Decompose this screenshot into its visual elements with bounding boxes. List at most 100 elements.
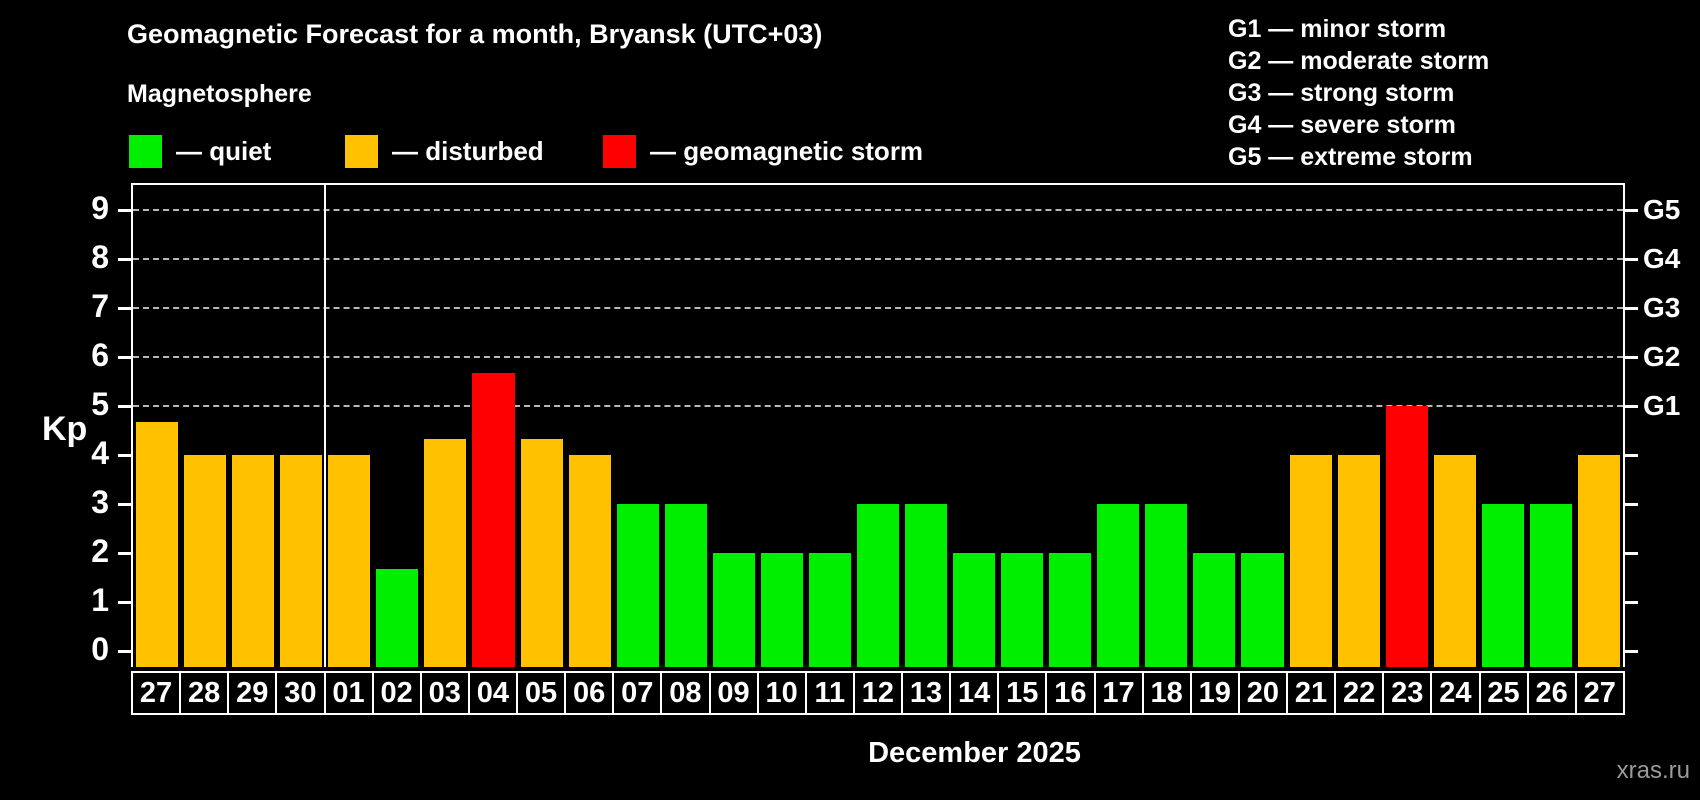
y-tick-right bbox=[1625, 209, 1638, 212]
kp-bar bbox=[808, 553, 851, 667]
y-tick-label: 8 bbox=[91, 239, 109, 276]
chart-subtitle: Magnetosphere bbox=[127, 80, 312, 108]
storm-scale-legend: G1 — minor storm G2 — moderate storm G3 … bbox=[1228, 13, 1489, 173]
day-label-cell: 11 bbox=[804, 671, 855, 715]
kp-bar bbox=[856, 504, 900, 667]
kp-bar bbox=[376, 569, 419, 667]
day-label-cell: 28 bbox=[179, 671, 230, 715]
storm-scale-g5: G5 — extreme storm bbox=[1228, 143, 1473, 171]
g-scale-label-g2: G2 bbox=[1643, 341, 1681, 372]
day-label-cell: 02 bbox=[371, 671, 422, 715]
kp-bar bbox=[1001, 553, 1044, 667]
day-label-cell: 03 bbox=[419, 671, 470, 715]
day-label-cell: 21 bbox=[1286, 671, 1337, 715]
kp-bar bbox=[568, 455, 611, 667]
kp-bar bbox=[1337, 455, 1380, 667]
y-tick-left bbox=[118, 307, 131, 310]
month-separator bbox=[324, 185, 327, 667]
day-label-cell: 18 bbox=[1141, 671, 1192, 715]
gridline-kp5 bbox=[133, 405, 1623, 407]
y-tick-right bbox=[1625, 650, 1638, 653]
y-tick-left bbox=[118, 454, 131, 457]
y-tick-right bbox=[1625, 503, 1638, 506]
day-label-cell: 25 bbox=[1478, 671, 1529, 715]
kp-bar bbox=[1145, 504, 1188, 667]
legend-label-disturbed: — disturbed bbox=[392, 135, 544, 166]
kp-bar bbox=[1289, 455, 1332, 667]
day-label-cell: 20 bbox=[1237, 671, 1288, 715]
y-tick-right bbox=[1625, 356, 1638, 359]
plot-area: 0 1 2 3 4 5 6 7 8 9 G1 G2 G3 G4 G5 bbox=[91, 183, 1680, 667]
kp-bar bbox=[1577, 455, 1620, 667]
gridline-kp7 bbox=[133, 307, 1623, 309]
g-scale-label-g3: G3 bbox=[1643, 292, 1681, 323]
y-tick-label: 3 bbox=[91, 484, 109, 521]
day-label-cell: 16 bbox=[1045, 671, 1096, 715]
day-label-cell: 08 bbox=[660, 671, 711, 715]
y-tick-label: 7 bbox=[91, 288, 109, 325]
legend-item-disturbed: — disturbed bbox=[345, 134, 544, 168]
legend-label-quiet: — quiet bbox=[176, 135, 272, 166]
kp-bar bbox=[424, 438, 467, 667]
y-tick-label: 6 bbox=[91, 337, 109, 374]
gridline-kp6 bbox=[133, 356, 1623, 358]
day-label-cell: 01 bbox=[323, 671, 374, 715]
watermark: xras.ru bbox=[1616, 757, 1690, 784]
day-label-cell: 04 bbox=[467, 671, 518, 715]
legend-item-quiet: — quiet bbox=[129, 134, 271, 168]
kp-bar bbox=[472, 373, 515, 667]
day-label-cell: 13 bbox=[901, 671, 952, 715]
y-tick-right bbox=[1625, 405, 1638, 408]
kp-bar bbox=[232, 455, 275, 667]
legend-item-storm: — geomagnetic storm bbox=[603, 134, 923, 168]
y-axis-title: Kp bbox=[42, 410, 88, 448]
kp-bar bbox=[1097, 504, 1140, 667]
y-tick-left bbox=[118, 405, 131, 408]
day-label-cell: 07 bbox=[612, 671, 663, 715]
y-tick-label: 9 bbox=[91, 190, 109, 227]
y-tick-left bbox=[118, 258, 131, 261]
y-tick-left bbox=[118, 209, 131, 212]
y-tick-right bbox=[1625, 552, 1638, 555]
day-label-cell: 12 bbox=[852, 671, 903, 715]
day-label-cell: 22 bbox=[1334, 671, 1385, 715]
x-axis-title: December 2025 bbox=[868, 737, 1081, 769]
day-label-cell: 19 bbox=[1189, 671, 1240, 715]
kp-bar bbox=[1193, 553, 1236, 667]
g-scale-label-g1: G1 bbox=[1643, 390, 1681, 421]
kp-bar bbox=[184, 455, 227, 667]
day-label-cell: 10 bbox=[756, 671, 807, 715]
kp-bar bbox=[136, 422, 179, 667]
kp-bar bbox=[328, 455, 371, 667]
day-label-cell: 05 bbox=[516, 671, 567, 715]
day-label-cell: 17 bbox=[1093, 671, 1144, 715]
g-scale-label-g5: G5 bbox=[1643, 194, 1681, 225]
day-label-cell: 27 bbox=[131, 671, 182, 715]
g-scale-label-g4: G4 bbox=[1643, 243, 1681, 274]
kp-bar bbox=[280, 455, 323, 667]
y-tick-left bbox=[118, 503, 131, 506]
day-label-cell: 26 bbox=[1526, 671, 1577, 715]
y-tick-left bbox=[118, 552, 131, 555]
kp-bar bbox=[1529, 504, 1572, 667]
gridline-kp8 bbox=[133, 258, 1623, 260]
kp-bar bbox=[712, 553, 755, 667]
y-tick-label: 1 bbox=[91, 582, 109, 619]
kp-bar bbox=[520, 438, 563, 667]
y-tick-label: 5 bbox=[91, 386, 109, 423]
kp-bar bbox=[905, 504, 948, 667]
disturbed-color-swatch bbox=[345, 134, 378, 168]
day-label-cell: 27 bbox=[1574, 671, 1625, 715]
day-label-cell: 15 bbox=[997, 671, 1048, 715]
y-tick-left bbox=[118, 356, 131, 359]
kp-bar bbox=[664, 504, 707, 667]
y-tick-label: 0 bbox=[91, 631, 109, 668]
kp-bar bbox=[1241, 553, 1284, 667]
quiet-color-swatch bbox=[129, 134, 162, 168]
storm-color-swatch bbox=[603, 134, 636, 168]
y-tick-label: 4 bbox=[91, 435, 109, 472]
y-tick-right bbox=[1625, 307, 1638, 310]
kp-bar bbox=[1049, 553, 1092, 667]
day-label-cell: 29 bbox=[227, 671, 278, 715]
storm-scale-g2: G2 — moderate storm bbox=[1228, 47, 1490, 75]
